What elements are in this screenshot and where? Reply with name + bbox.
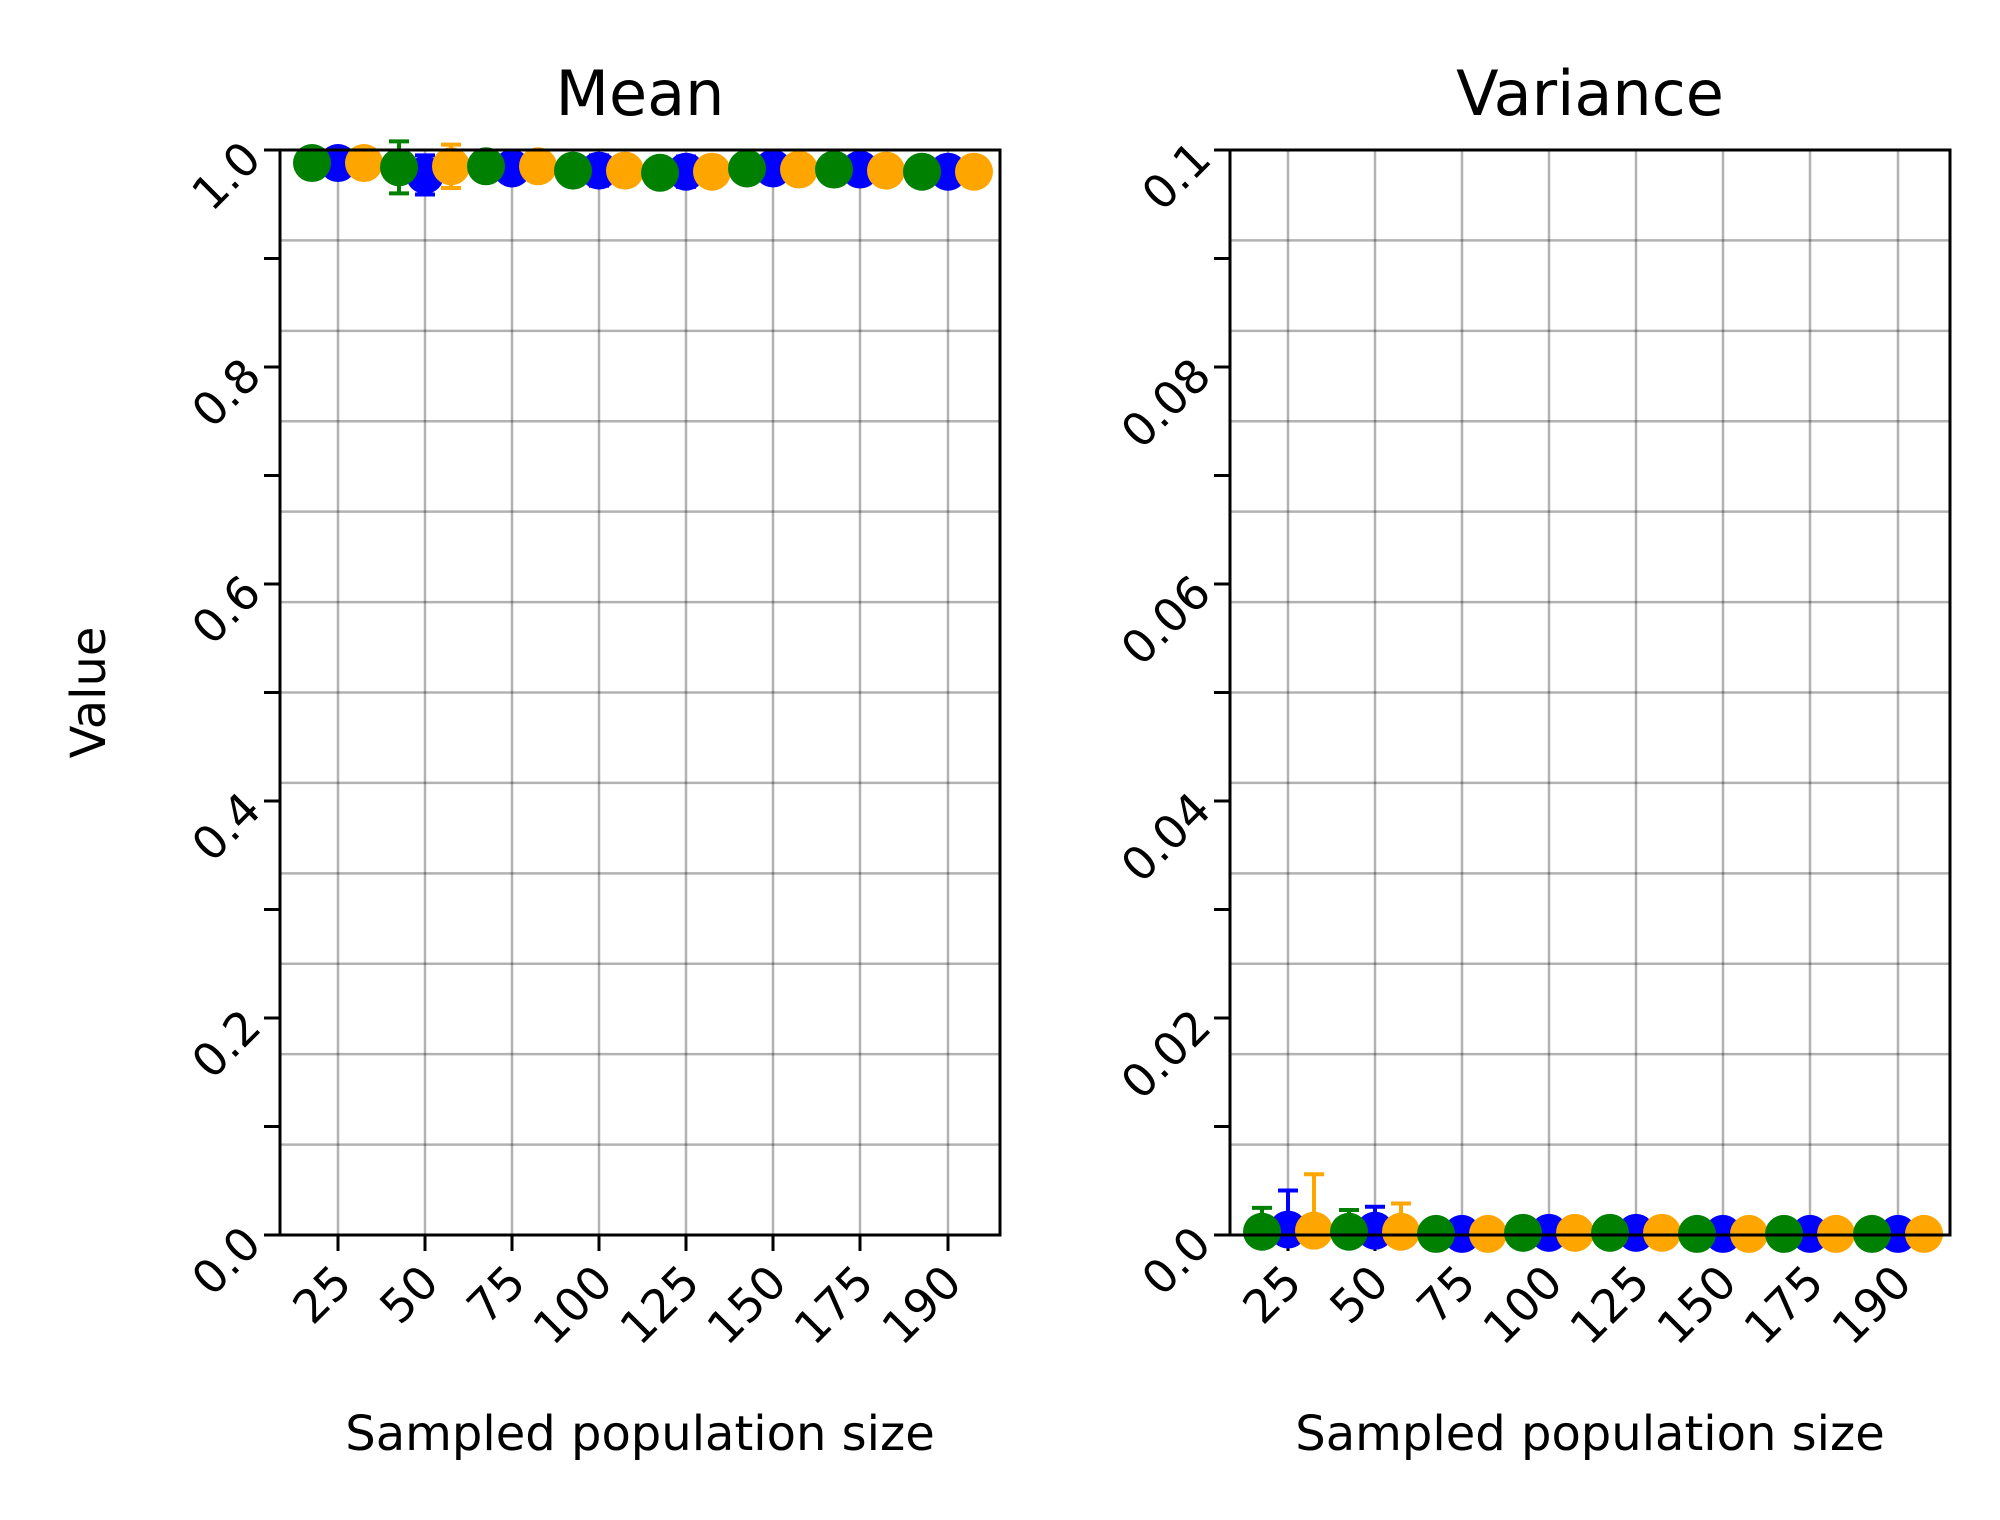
data-point [1643, 1213, 1681, 1252]
grid [1230, 150, 1950, 1235]
data-point [1504, 1213, 1542, 1252]
data-point [1617, 1213, 1655, 1252]
x-tick-label: 100 [1473, 1255, 1573, 1355]
data-point [1556, 1213, 1594, 1252]
x-tick-label: 25 [282, 1255, 362, 1335]
data-point [554, 151, 592, 190]
data-point [606, 151, 644, 190]
data-point [903, 152, 941, 191]
data-point [1295, 1211, 1333, 1250]
data-point [867, 151, 905, 190]
x-tick-label: 75 [1406, 1255, 1486, 1335]
series-blue [319, 144, 967, 197]
y-tick-label: 0.06 [1110, 565, 1221, 676]
y-tick-label: 0.0 [1131, 1216, 1221, 1306]
chart-title: Variance [1456, 57, 1724, 130]
data-point [815, 150, 853, 189]
data-point [467, 147, 505, 186]
data-point [955, 152, 993, 191]
x-tick-label: 50 [1319, 1255, 1399, 1335]
data-point [580, 151, 618, 190]
data-point [929, 152, 967, 191]
data-point [432, 147, 470, 186]
x-axis-label: Sampled population size [1295, 1406, 1884, 1462]
data-point [1591, 1213, 1629, 1252]
data-point [1243, 1212, 1281, 1251]
series-green [293, 139, 941, 196]
x-tick-label: 50 [369, 1255, 449, 1335]
chart-variance: 0.0 0.02 0.04 0.06 0.08 0.1 25 50 75100125150175… [1110, 57, 1952, 1462]
data-point [1330, 1212, 1368, 1251]
x-tick-label: 125 [610, 1255, 710, 1355]
grid [280, 150, 1000, 1235]
data-point [380, 148, 418, 187]
x-tick-label: 175 [784, 1255, 884, 1355]
data-point [641, 153, 679, 192]
y-tick-label: 0.4 [181, 782, 271, 872]
data-point [780, 150, 818, 189]
y-tick-label: 0.6 [181, 565, 271, 655]
plot-frame [1228, 148, 1952, 1237]
y-tick-label: 0.04 [1110, 782, 1221, 893]
x-tick-label: 150 [1647, 1255, 1747, 1355]
y-tick-label: 0.08 [1110, 348, 1221, 459]
x-tick-label: 125 [1560, 1255, 1660, 1355]
data-point [319, 144, 357, 183]
plot-frame [278, 148, 1002, 1237]
x-axis-label: Sampled population size [345, 1406, 934, 1462]
data-point [693, 152, 731, 191]
x-tick-label: 75 [456, 1255, 536, 1335]
y-tick-label: 0.1 [1131, 131, 1221, 221]
x-tick-label: 100 [523, 1255, 623, 1355]
data-point [345, 144, 383, 183]
y-axis-label: Value [61, 627, 117, 759]
y-tick-label: 0.2 [181, 999, 271, 1089]
x-tick-label: 175 [1734, 1255, 1834, 1355]
x-tick-label: 190 [872, 1255, 972, 1355]
data-point [1530, 1213, 1568, 1252]
y-tick-label: 0.0 [181, 1216, 271, 1306]
data-point [1382, 1212, 1420, 1251]
chart-title: Mean [556, 57, 725, 130]
x-tick-label: 190 [1822, 1255, 1922, 1355]
data-point [728, 149, 766, 188]
data-point [519, 147, 557, 186]
data-point [293, 144, 331, 183]
y-tick-label: 1.0 [181, 131, 271, 221]
x-tick-label: 25 [1232, 1255, 1312, 1335]
x-tick-label: 150 [697, 1255, 797, 1355]
y-tick-label: 0.8 [181, 348, 271, 438]
y-tick-label: 0.02 [1110, 999, 1221, 1110]
series-orange [345, 142, 993, 191]
